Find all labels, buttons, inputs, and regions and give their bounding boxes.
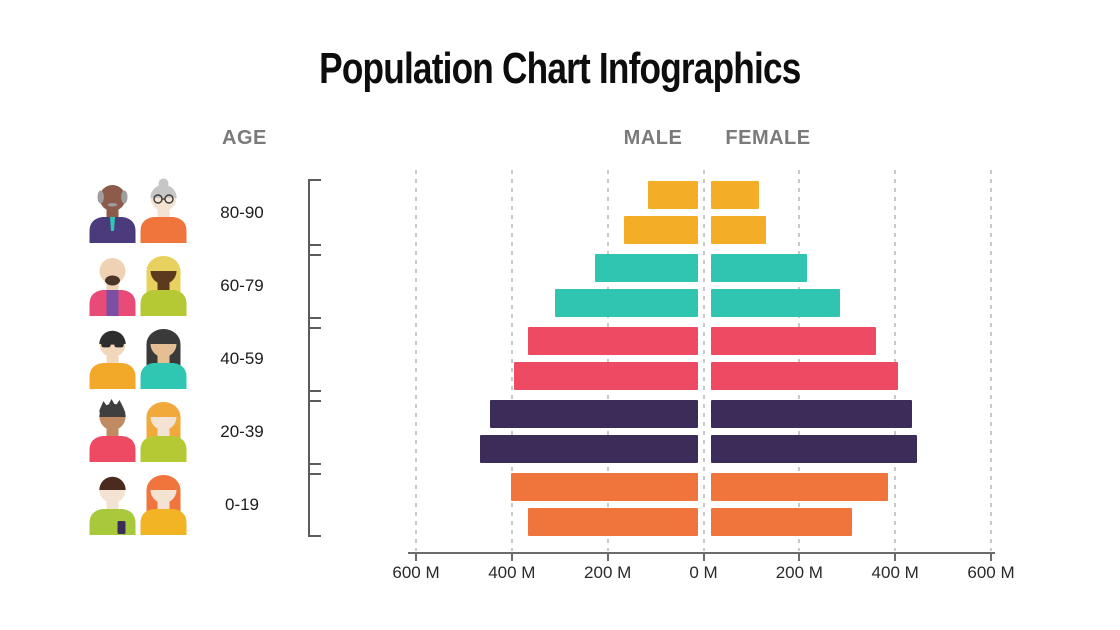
- x-axis-tick: [606, 552, 609, 561]
- bracket-tick: [310, 179, 321, 181]
- female-bar-80-90: [711, 181, 759, 209]
- bracket-tick: [310, 254, 321, 256]
- x-axis-tick-label: 400 M: [488, 563, 536, 582]
- bracket-tick: [310, 317, 321, 319]
- male-bar-80-90: [647, 181, 698, 209]
- adult-woman-avatar: [137, 323, 190, 389]
- age-bracket: [308, 179, 324, 537]
- age-column-header: AGE: [222, 127, 267, 149]
- female-bar-60-79: [711, 254, 807, 282]
- adult-man-avatar: [86, 323, 139, 389]
- x-axis-tick-label: 200 M: [775, 563, 823, 582]
- female-bar-80-90: [711, 216, 766, 244]
- male-bar-0-19: [511, 473, 698, 501]
- x-axis-tick: [702, 552, 705, 561]
- x-axis-tick: [894, 552, 897, 561]
- age-group-label: 20-39: [220, 421, 264, 441]
- young-man-avatar: [86, 396, 139, 462]
- x-axis-tick-label: 0 M: [689, 563, 718, 582]
- avatar-pair-60-79: [86, 250, 192, 316]
- page-title-text: Population Chart Infographics: [319, 44, 801, 93]
- age-group-label: 60-79: [220, 275, 264, 295]
- gridline: [606, 170, 609, 551]
- avatar-pair-20-39: [86, 396, 192, 462]
- x-axis-tick-label: 400 M: [871, 563, 919, 582]
- female-column-header: FEMALE: [725, 127, 811, 149]
- female-bar-0-19: [711, 473, 888, 501]
- gridline: [510, 170, 513, 551]
- gridline: [702, 170, 705, 551]
- male-bar-80-90: [623, 216, 698, 244]
- x-axis-tick-label: 600 M: [392, 563, 440, 582]
- bracket-tick: [310, 400, 321, 402]
- age-group-label: 80-90: [220, 202, 264, 222]
- bracket-tick: [310, 473, 321, 475]
- female-bar-60-79: [711, 289, 841, 317]
- elderly-woman-avatar: [137, 177, 190, 243]
- senior-woman-avatar: [137, 250, 190, 316]
- bracket-tick: [310, 535, 321, 537]
- male-bar-20-39: [480, 435, 698, 463]
- bracket-tick: [310, 463, 321, 465]
- bracket-tick: [310, 244, 321, 246]
- senior-man-avatar: [86, 250, 139, 316]
- x-axis-tick-label: 600 M: [967, 563, 1015, 582]
- bracket-tick: [310, 390, 321, 392]
- female-bar-0-19: [711, 508, 853, 536]
- female-bar-40-59: [711, 362, 898, 390]
- male-bar-0-19: [528, 508, 698, 536]
- gridline: [989, 170, 992, 551]
- male-bar-60-79: [554, 289, 698, 317]
- avatar-pair-80-90: [86, 177, 192, 243]
- bracket-tick: [310, 327, 321, 329]
- x-axis-line: [408, 552, 995, 554]
- male-bar-40-59: [513, 362, 698, 390]
- female-bar-20-39: [711, 435, 917, 463]
- girl-avatar: [137, 469, 190, 535]
- gridline: [415, 170, 417, 551]
- male-bar-40-59: [528, 327, 698, 355]
- young-woman-avatar: [137, 396, 190, 462]
- x-axis-tick: [510, 552, 513, 561]
- age-group-label: 0-19: [224, 494, 260, 514]
- page-title: Population Chart Infographics: [0, 44, 1120, 94]
- elderly-man-avatar: [86, 177, 139, 243]
- female-bar-40-59: [711, 327, 876, 355]
- male-column-header: MALE: [623, 127, 683, 149]
- x-axis-tick: [798, 552, 801, 561]
- male-bar-20-39: [489, 400, 698, 428]
- avatar-pair-40-59: [86, 323, 192, 389]
- male-bar-60-79: [595, 254, 698, 282]
- female-bar-20-39: [711, 400, 912, 428]
- boy-avatar: [86, 469, 139, 535]
- x-axis-tick-label: 200 M: [584, 563, 632, 582]
- gridline: [894, 170, 897, 551]
- gridline: [798, 170, 801, 551]
- avatar-pair-0-19: [86, 469, 192, 535]
- age-group-label: 40-59: [220, 348, 264, 368]
- x-axis-tick: [415, 552, 417, 561]
- x-axis-tick: [989, 552, 992, 561]
